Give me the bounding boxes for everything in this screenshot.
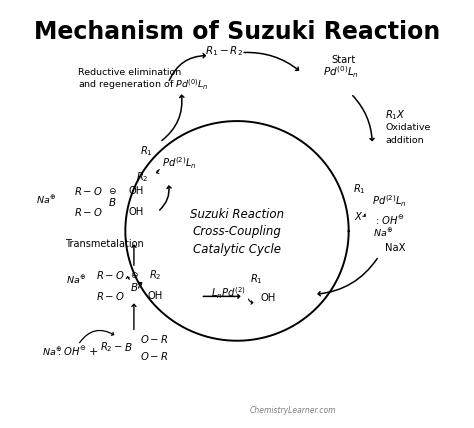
Text: addition: addition	[385, 136, 424, 145]
Text: $L_nPd^{(2)}$: $L_nPd^{(2)}$	[211, 285, 246, 301]
Text: OH: OH	[128, 207, 144, 217]
Text: OH: OH	[128, 186, 144, 196]
Text: $R_2$: $R_2$	[149, 268, 162, 282]
Text: $B$: $B$	[108, 196, 117, 208]
Text: Reductive elimination: Reductive elimination	[78, 68, 182, 77]
Text: $R-O$: $R-O$	[96, 290, 125, 302]
Text: OH: OH	[261, 294, 276, 303]
Text: $:OH^{\ominus}$: $:OH^{\ominus}$	[374, 214, 405, 227]
Text: $O-R$: $O-R$	[140, 333, 168, 345]
Text: $B$: $B$	[125, 341, 133, 353]
Text: $O-R$: $O-R$	[140, 350, 168, 362]
Text: $R_2-$: $R_2-$	[100, 340, 123, 354]
Text: OH: OH	[148, 291, 163, 301]
Text: and regeneration of $Pd^{(0)}L_n$: and regeneration of $Pd^{(0)}L_n$	[78, 78, 209, 92]
Text: $+$: $+$	[88, 346, 98, 357]
Text: Mechanism of Suzuki Reaction: Mechanism of Suzuki Reaction	[34, 20, 440, 44]
Text: $B$: $B$	[130, 281, 138, 293]
Text: Start: Start	[331, 55, 356, 65]
Text: $R_1$: $R_1$	[353, 182, 366, 196]
Text: $Na^{\oplus}$: $Na^{\oplus}$	[373, 227, 393, 239]
Text: Transmetalation: Transmetalation	[65, 238, 144, 249]
Text: $Pd^{(0)}L_n$: $Pd^{(0)}L_n$	[323, 65, 359, 80]
Text: NaX: NaX	[385, 243, 406, 253]
Text: $R_1$: $R_1$	[250, 273, 263, 286]
Text: $Na^{\oplus}$: $Na^{\oplus}$	[42, 345, 63, 358]
Text: $R-O$: $R-O$	[74, 185, 103, 197]
Text: $:OH^{\ominus}$: $:OH^{\ominus}$	[56, 345, 87, 358]
Text: ChemistryLearner.com: ChemistryLearner.com	[250, 406, 336, 415]
Text: $R-O$: $R-O$	[74, 206, 103, 218]
Text: $R-O$: $R-O$	[96, 269, 125, 281]
Text: $Na^{\oplus}$: $Na^{\oplus}$	[66, 273, 86, 286]
Text: Catalytic Cycle: Catalytic Cycle	[193, 243, 281, 256]
Text: $X$: $X$	[354, 210, 364, 222]
Text: Oxidative: Oxidative	[385, 123, 430, 132]
Text: $R_1X$: $R_1X$	[385, 108, 406, 122]
Text: $\ominus$: $\ominus$	[108, 186, 117, 196]
Text: Suzuki Reaction: Suzuki Reaction	[190, 208, 284, 220]
Text: $R_2$: $R_2$	[137, 170, 149, 184]
Text: $\ominus$: $\ominus$	[129, 270, 138, 280]
Text: $Pd^{(2)}L_n$: $Pd^{(2)}L_n$	[372, 193, 407, 209]
Text: $R_1 - R_2$: $R_1 - R_2$	[205, 45, 243, 58]
Text: $Pd^{(2)}L_n$: $Pd^{(2)}L_n$	[162, 155, 197, 171]
Text: $R_1$: $R_1$	[140, 144, 153, 158]
Text: $Na^{\oplus}$: $Na^{\oplus}$	[36, 193, 56, 205]
Text: Cross-Coupling: Cross-Coupling	[192, 225, 282, 238]
